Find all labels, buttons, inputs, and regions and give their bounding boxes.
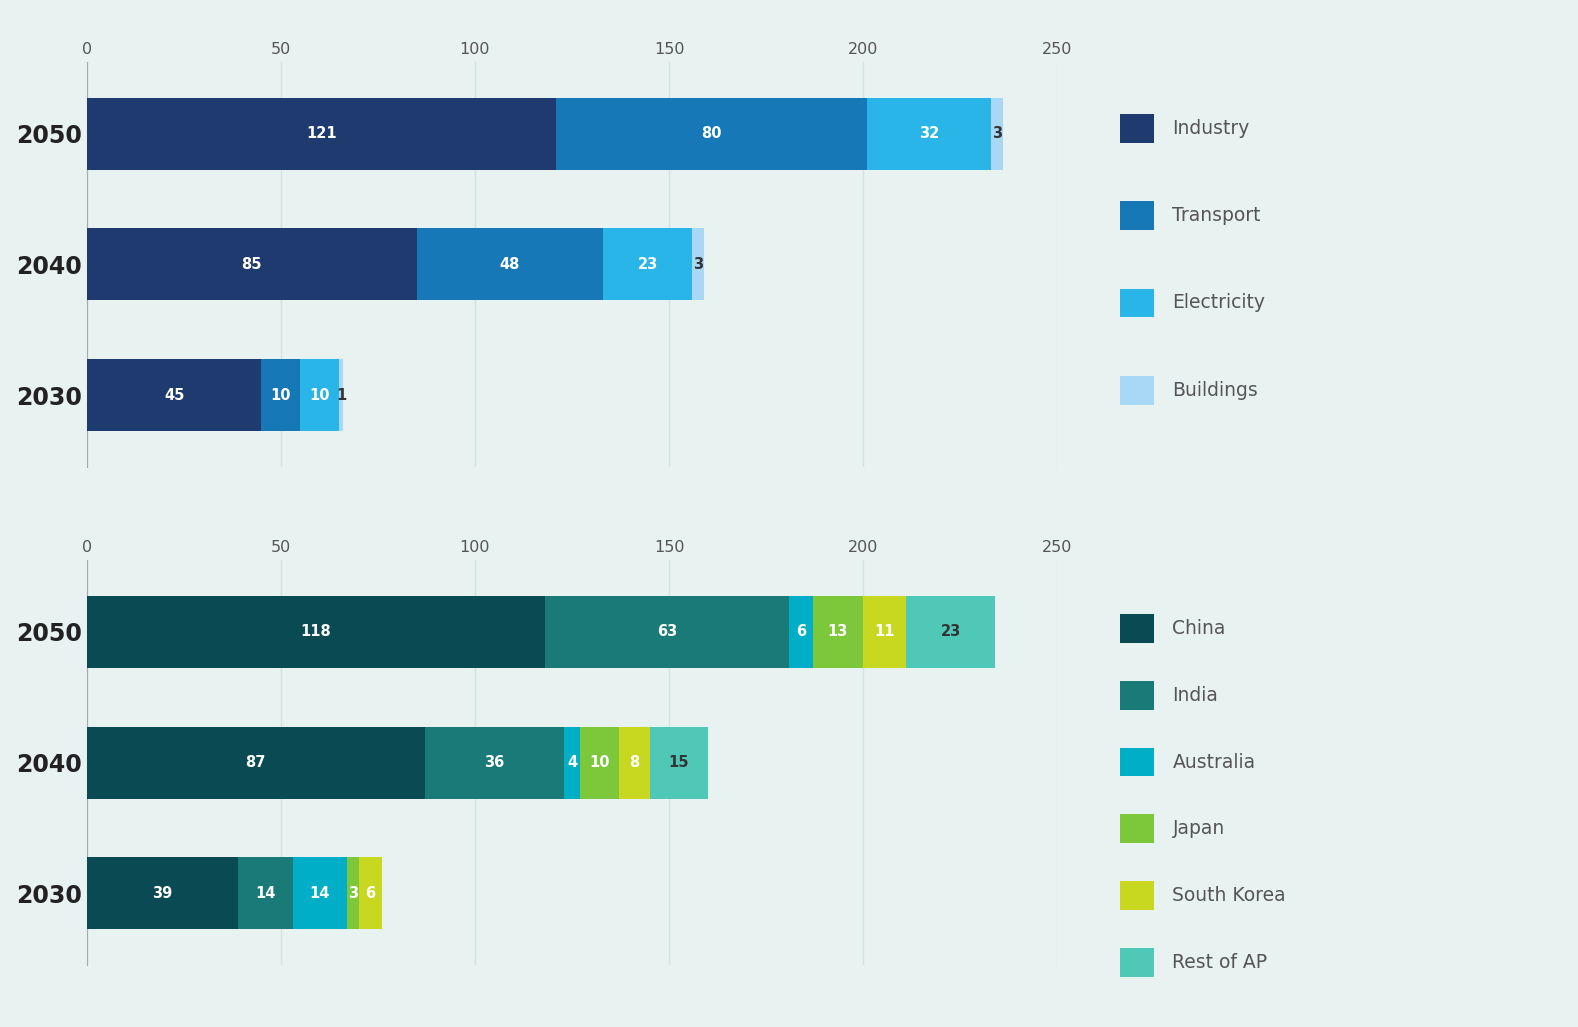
Bar bbox=[650, 726, 709, 799]
Text: Rest of AP: Rest of AP bbox=[1172, 953, 1267, 972]
Bar bbox=[693, 228, 704, 301]
Text: 85: 85 bbox=[241, 257, 262, 272]
Text: 10: 10 bbox=[589, 755, 609, 770]
Text: 10: 10 bbox=[271, 388, 290, 403]
Text: 10: 10 bbox=[309, 388, 330, 403]
Bar bbox=[565, 726, 579, 799]
Bar bbox=[544, 596, 789, 668]
Text: 87: 87 bbox=[246, 755, 265, 770]
Text: South Korea: South Korea bbox=[1172, 886, 1286, 905]
Text: 3: 3 bbox=[693, 257, 704, 272]
Text: 3: 3 bbox=[347, 886, 358, 901]
Text: 11: 11 bbox=[874, 624, 895, 639]
Text: Transport: Transport bbox=[1172, 206, 1261, 225]
Bar bbox=[87, 726, 424, 799]
Bar bbox=[292, 858, 347, 929]
Text: Buildings: Buildings bbox=[1172, 381, 1258, 400]
Text: Electricity: Electricity bbox=[1172, 294, 1266, 312]
Text: 6: 6 bbox=[365, 886, 376, 901]
Text: 1: 1 bbox=[336, 388, 346, 403]
Bar bbox=[424, 726, 565, 799]
Bar bbox=[619, 726, 650, 799]
Bar bbox=[87, 359, 262, 431]
Text: 14: 14 bbox=[309, 886, 330, 901]
Text: 23: 23 bbox=[940, 624, 961, 639]
Bar bbox=[813, 596, 863, 668]
Bar bbox=[262, 359, 300, 431]
Text: India: India bbox=[1172, 686, 1218, 705]
Text: 14: 14 bbox=[256, 886, 276, 901]
Bar bbox=[603, 228, 693, 301]
Text: 15: 15 bbox=[669, 755, 690, 770]
Bar bbox=[789, 596, 813, 668]
Text: Japan: Japan bbox=[1172, 820, 1225, 838]
Bar bbox=[579, 726, 619, 799]
Bar bbox=[238, 858, 292, 929]
Text: 13: 13 bbox=[828, 624, 847, 639]
Text: 8: 8 bbox=[630, 755, 639, 770]
Text: 39: 39 bbox=[153, 886, 172, 901]
Text: 48: 48 bbox=[500, 257, 521, 272]
Bar bbox=[358, 858, 382, 929]
Bar bbox=[557, 98, 866, 169]
Text: 3: 3 bbox=[993, 126, 1002, 141]
Text: China: China bbox=[1172, 619, 1226, 638]
Bar bbox=[866, 98, 991, 169]
Bar bbox=[991, 98, 1004, 169]
Text: Australia: Australia bbox=[1172, 753, 1256, 771]
Bar bbox=[863, 596, 906, 668]
Bar bbox=[87, 596, 544, 668]
Text: 121: 121 bbox=[306, 126, 338, 141]
Text: 36: 36 bbox=[484, 755, 505, 770]
Bar bbox=[906, 596, 996, 668]
Text: 118: 118 bbox=[300, 624, 331, 639]
Bar bbox=[87, 228, 417, 301]
Text: 23: 23 bbox=[638, 257, 658, 272]
Text: 4: 4 bbox=[567, 755, 578, 770]
Bar bbox=[347, 858, 358, 929]
Text: 6: 6 bbox=[795, 624, 806, 639]
Bar bbox=[87, 98, 557, 169]
Bar bbox=[87, 858, 238, 929]
Text: 45: 45 bbox=[164, 388, 185, 403]
Bar bbox=[417, 228, 603, 301]
Text: Industry: Industry bbox=[1172, 119, 1250, 138]
Text: 63: 63 bbox=[656, 624, 677, 639]
Bar bbox=[339, 359, 342, 431]
Bar bbox=[300, 359, 339, 431]
Text: 32: 32 bbox=[918, 126, 939, 141]
Text: 80: 80 bbox=[702, 126, 723, 141]
